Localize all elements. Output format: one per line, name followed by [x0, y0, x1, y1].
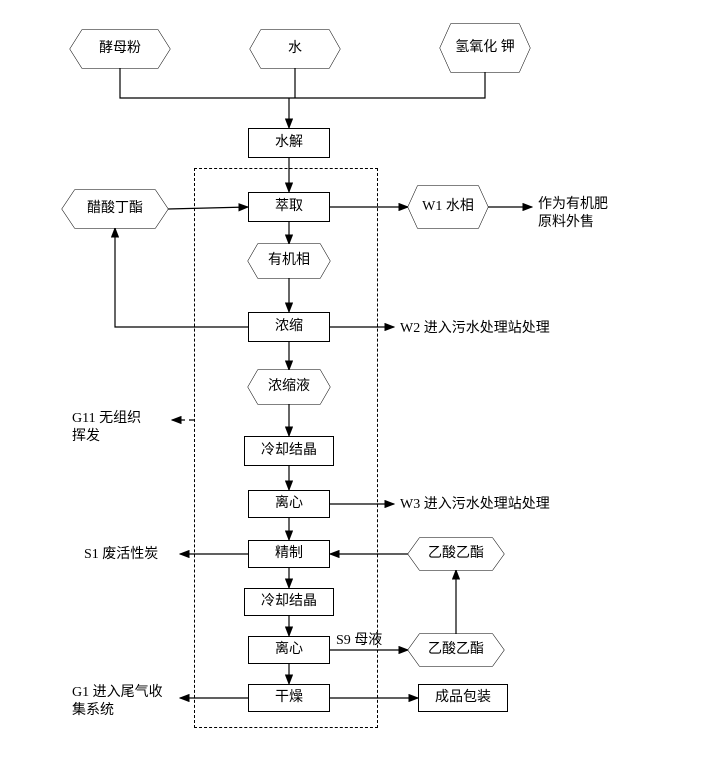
node-label: 成品包装 [435, 690, 491, 707]
node-n-conc-liq: 浓缩液 [248, 370, 330, 404]
node-label: 冷却结晶 [261, 594, 317, 611]
edge [295, 72, 485, 98]
node-n-cool1: 冷却结晶 [244, 436, 334, 466]
node-label: 水解 [275, 135, 303, 152]
label-l-w2: W2 进入污水处理站处理 [400, 320, 550, 338]
label-l-w3: W3 进入污水处理站处理 [400, 496, 550, 514]
label-l-g11: G11 无组织 挥发 [72, 410, 141, 446]
label-l-g1: G1 进入尾气收 集系统 [72, 684, 163, 720]
node-label: 有机相 [268, 253, 310, 270]
node-n-water: 水 [250, 30, 340, 68]
node-n-ethyl1: 乙酸乙酯 [408, 538, 504, 570]
node-label: 酵母粉 [99, 41, 141, 58]
node-n-hydrolysis: 水解 [248, 128, 330, 158]
node-label: 萃取 [275, 199, 303, 216]
node-label: 冷却结晶 [261, 443, 317, 460]
node-label: 乙酸乙酯 [428, 546, 484, 563]
node-label: 浓缩液 [268, 379, 310, 396]
node-n-packaging: 成品包装 [418, 684, 508, 712]
node-label: 乙酸乙酯 [428, 642, 484, 659]
label-l-s9: S9 母液 [336, 632, 382, 650]
label-l-w1-out: 作为有机肥 原料外售 [538, 196, 608, 232]
node-n-organic: 有机相 [248, 244, 330, 278]
node-n-cool2: 冷却结晶 [244, 588, 334, 616]
edge [120, 68, 295, 98]
node-n-yeast: 酵母粉 [70, 30, 170, 68]
node-label: W1 水相 [422, 199, 474, 216]
node-n-w1: W1 水相 [408, 186, 488, 228]
node-label: 离心 [275, 642, 303, 659]
node-label: 浓缩 [275, 319, 303, 336]
node-n-koh: 氢氧化 钾 [440, 24, 530, 72]
node-n-butylacetate: 醋酸丁酯 [62, 190, 168, 228]
node-label: 精制 [275, 546, 303, 563]
node-label: 干燥 [275, 690, 303, 707]
node-label: 离心 [275, 496, 303, 513]
node-label: 氢氧化 钾 [455, 40, 515, 57]
node-n-concentrate: 浓缩 [248, 312, 330, 342]
label-l-s1: S1 废活性炭 [84, 546, 158, 564]
node-n-centrifuge1: 离心 [248, 490, 330, 518]
node-label: 水 [288, 41, 302, 58]
node-n-dry: 干燥 [248, 684, 330, 712]
node-label: 醋酸丁酯 [87, 201, 143, 218]
node-n-extract: 萃取 [248, 192, 330, 222]
node-n-ethyl2: 乙酸乙酯 [408, 634, 504, 666]
node-n-centrifuge2: 离心 [248, 636, 330, 664]
node-n-refine: 精制 [248, 540, 330, 568]
